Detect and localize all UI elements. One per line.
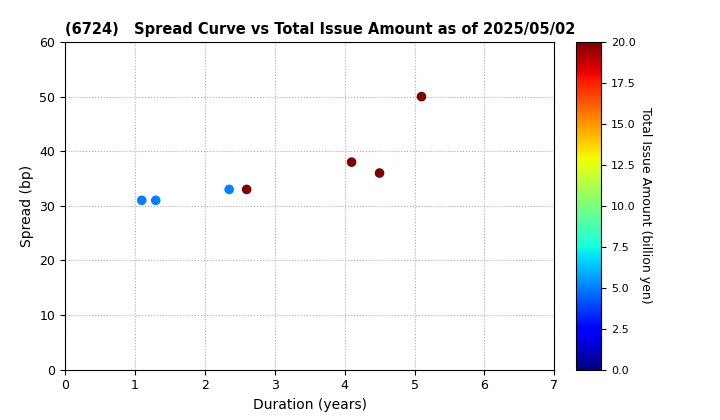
Point <box>150 197 161 204</box>
Point <box>136 197 148 204</box>
Point <box>241 186 253 193</box>
Point <box>374 170 385 176</box>
Point <box>415 93 427 100</box>
X-axis label: Duration (years): Duration (years) <box>253 398 366 412</box>
Y-axis label: Total Issue Amount (billion yen): Total Issue Amount (billion yen) <box>639 108 652 304</box>
Point <box>346 159 357 165</box>
Y-axis label: Spread (bp): Spread (bp) <box>19 165 34 247</box>
Point <box>223 186 235 193</box>
Text: (6724)   Spread Curve vs Total Issue Amount as of 2025/05/02: (6724) Spread Curve vs Total Issue Amoun… <box>65 22 575 37</box>
